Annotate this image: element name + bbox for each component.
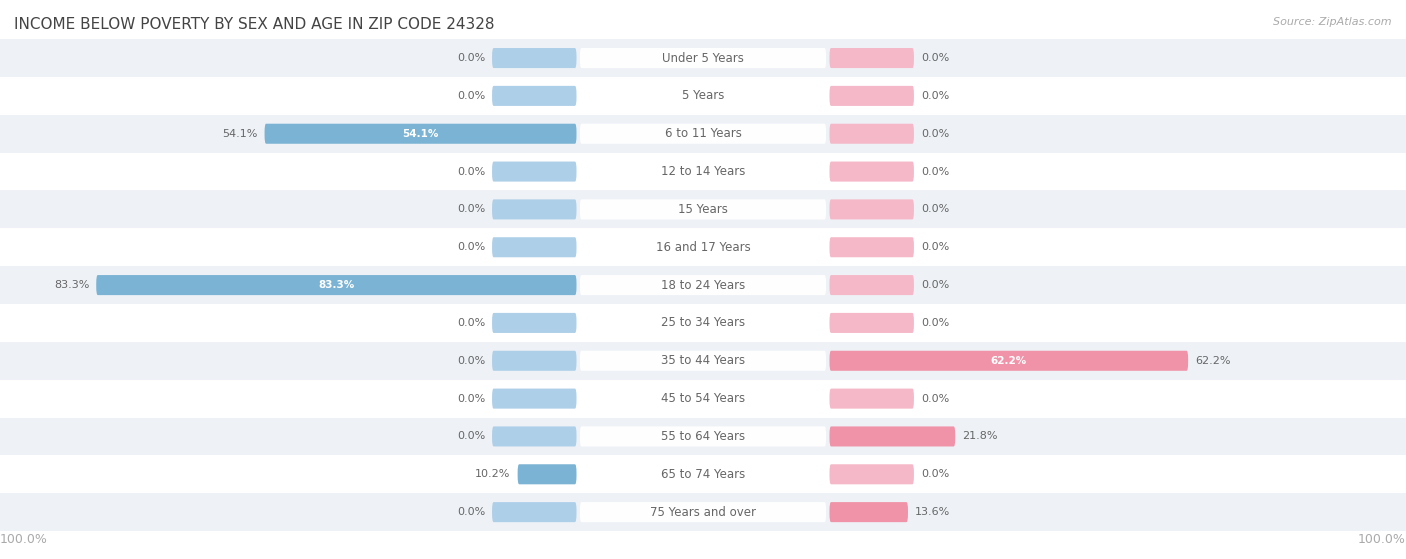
FancyBboxPatch shape — [579, 86, 827, 106]
Text: Under 5 Years: Under 5 Years — [662, 51, 744, 64]
Text: 12 to 14 Years: 12 to 14 Years — [661, 165, 745, 178]
FancyBboxPatch shape — [830, 200, 914, 220]
Text: 0.0%: 0.0% — [921, 470, 949, 479]
Bar — [0, 39, 1406, 77]
Bar — [0, 493, 1406, 531]
FancyBboxPatch shape — [517, 465, 576, 484]
FancyBboxPatch shape — [579, 237, 827, 257]
Text: 54.1%: 54.1% — [222, 129, 257, 139]
Text: 0.0%: 0.0% — [921, 53, 949, 63]
Bar — [0, 115, 1406, 153]
FancyBboxPatch shape — [492, 389, 576, 409]
Text: 55 to 64 Years: 55 to 64 Years — [661, 430, 745, 443]
FancyBboxPatch shape — [579, 427, 827, 447]
Bar — [0, 342, 1406, 380]
Bar — [0, 228, 1406, 266]
Text: 0.0%: 0.0% — [921, 242, 949, 252]
Text: 83.3%: 83.3% — [53, 280, 89, 290]
Text: 0.0%: 0.0% — [921, 394, 949, 404]
Text: 100.0%: 100.0% — [0, 533, 48, 546]
FancyBboxPatch shape — [830, 427, 955, 447]
Text: 25 to 34 Years: 25 to 34 Years — [661, 316, 745, 329]
FancyBboxPatch shape — [579, 124, 827, 144]
FancyBboxPatch shape — [579, 48, 827, 68]
Text: 0.0%: 0.0% — [457, 242, 485, 252]
Text: 0.0%: 0.0% — [457, 394, 485, 404]
FancyBboxPatch shape — [492, 48, 576, 68]
Text: 0.0%: 0.0% — [921, 91, 949, 101]
Bar — [0, 153, 1406, 191]
FancyBboxPatch shape — [492, 162, 576, 182]
Text: 54.1%: 54.1% — [402, 129, 439, 139]
FancyBboxPatch shape — [830, 389, 914, 409]
Bar — [0, 266, 1406, 304]
FancyBboxPatch shape — [830, 502, 908, 522]
FancyBboxPatch shape — [830, 48, 914, 68]
FancyBboxPatch shape — [830, 275, 914, 295]
Text: 62.2%: 62.2% — [991, 356, 1026, 366]
Bar — [0, 380, 1406, 418]
Text: INCOME BELOW POVERTY BY SEX AND AGE IN ZIP CODE 24328: INCOME BELOW POVERTY BY SEX AND AGE IN Z… — [14, 17, 495, 32]
FancyBboxPatch shape — [830, 162, 914, 182]
Bar — [0, 456, 1406, 493]
Bar — [0, 77, 1406, 115]
FancyBboxPatch shape — [492, 502, 576, 522]
FancyBboxPatch shape — [492, 200, 576, 220]
FancyBboxPatch shape — [492, 237, 576, 257]
FancyBboxPatch shape — [492, 86, 576, 106]
Text: 0.0%: 0.0% — [457, 318, 485, 328]
FancyBboxPatch shape — [830, 465, 914, 484]
FancyBboxPatch shape — [830, 124, 914, 144]
FancyBboxPatch shape — [579, 350, 827, 371]
Text: 0.0%: 0.0% — [457, 167, 485, 177]
FancyBboxPatch shape — [579, 162, 827, 182]
Text: 10.2%: 10.2% — [475, 470, 510, 479]
FancyBboxPatch shape — [492, 350, 576, 371]
FancyBboxPatch shape — [579, 502, 827, 522]
FancyBboxPatch shape — [96, 275, 576, 295]
Text: 0.0%: 0.0% — [921, 205, 949, 215]
Text: 0.0%: 0.0% — [457, 432, 485, 442]
FancyBboxPatch shape — [579, 275, 827, 295]
FancyBboxPatch shape — [579, 465, 827, 484]
Text: 5 Years: 5 Years — [682, 89, 724, 102]
Text: 65 to 74 Years: 65 to 74 Years — [661, 468, 745, 481]
Text: 0.0%: 0.0% — [457, 205, 485, 215]
Text: 100.0%: 100.0% — [1358, 533, 1406, 546]
Text: 62.2%: 62.2% — [1195, 356, 1230, 366]
FancyBboxPatch shape — [830, 237, 914, 257]
FancyBboxPatch shape — [492, 427, 576, 447]
Text: 83.3%: 83.3% — [318, 280, 354, 290]
Text: 15 Years: 15 Years — [678, 203, 728, 216]
Text: 0.0%: 0.0% — [457, 91, 485, 101]
FancyBboxPatch shape — [492, 313, 576, 333]
Text: 0.0%: 0.0% — [457, 507, 485, 517]
FancyBboxPatch shape — [579, 389, 827, 409]
Bar — [0, 304, 1406, 342]
Text: 18 to 24 Years: 18 to 24 Years — [661, 278, 745, 292]
FancyBboxPatch shape — [830, 350, 1188, 371]
Bar — [0, 191, 1406, 228]
Text: 0.0%: 0.0% — [921, 129, 949, 139]
Bar — [0, 418, 1406, 456]
FancyBboxPatch shape — [579, 313, 827, 333]
FancyBboxPatch shape — [579, 200, 827, 220]
Text: 35 to 44 Years: 35 to 44 Years — [661, 354, 745, 367]
Text: 16 and 17 Years: 16 and 17 Years — [655, 241, 751, 254]
Text: 0.0%: 0.0% — [921, 318, 949, 328]
Text: 0.0%: 0.0% — [921, 280, 949, 290]
FancyBboxPatch shape — [264, 124, 576, 144]
Text: 0.0%: 0.0% — [457, 356, 485, 366]
Text: 75 Years and over: 75 Years and over — [650, 506, 756, 519]
Text: 21.8%: 21.8% — [962, 432, 998, 442]
Text: 45 to 54 Years: 45 to 54 Years — [661, 392, 745, 405]
Text: Source: ZipAtlas.com: Source: ZipAtlas.com — [1274, 17, 1392, 27]
Text: 0.0%: 0.0% — [457, 53, 485, 63]
FancyBboxPatch shape — [830, 313, 914, 333]
FancyBboxPatch shape — [830, 86, 914, 106]
Text: 0.0%: 0.0% — [921, 167, 949, 177]
Text: 13.6%: 13.6% — [915, 507, 950, 517]
Text: 6 to 11 Years: 6 to 11 Years — [665, 127, 741, 140]
